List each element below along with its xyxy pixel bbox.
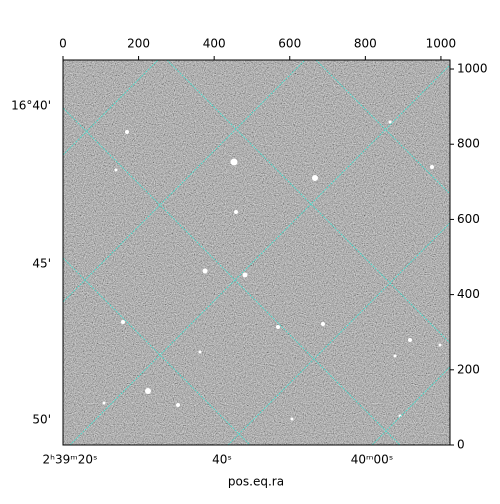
dec-tick-label: 45' [32,257,51,271]
x-tick-label: 400 [203,37,226,51]
x-axis-label: pos.eq.ra [228,475,284,489]
dec-tick-label: 16°40' [11,99,51,113]
sky-image [63,60,450,445]
dec-tick-label: 50' [32,413,51,427]
coordinate-grid [63,60,450,445]
y-tick-label: 400 [457,287,480,301]
y-tick-label: 1000 [457,62,488,76]
y-tick-label: 200 [457,362,480,376]
y-tick-label: 800 [457,137,480,151]
ra-tick-label: 2ʰ39ᵐ20ˢ [43,453,98,467]
x-tick-label: 200 [127,37,150,51]
x-tick-label: 800 [354,37,377,51]
ra-tick-label: 40ˢ [212,453,232,467]
y-tick-label: 0 [457,438,465,452]
plot-frame [62,59,451,446]
x-tick-label: 1000 [426,37,457,51]
ra-tick-label: 40ᵐ00ˢ [351,453,394,467]
x-tick-label: 600 [278,37,301,51]
x-tick-label: 0 [59,37,67,51]
y-tick-label: 600 [457,212,480,226]
